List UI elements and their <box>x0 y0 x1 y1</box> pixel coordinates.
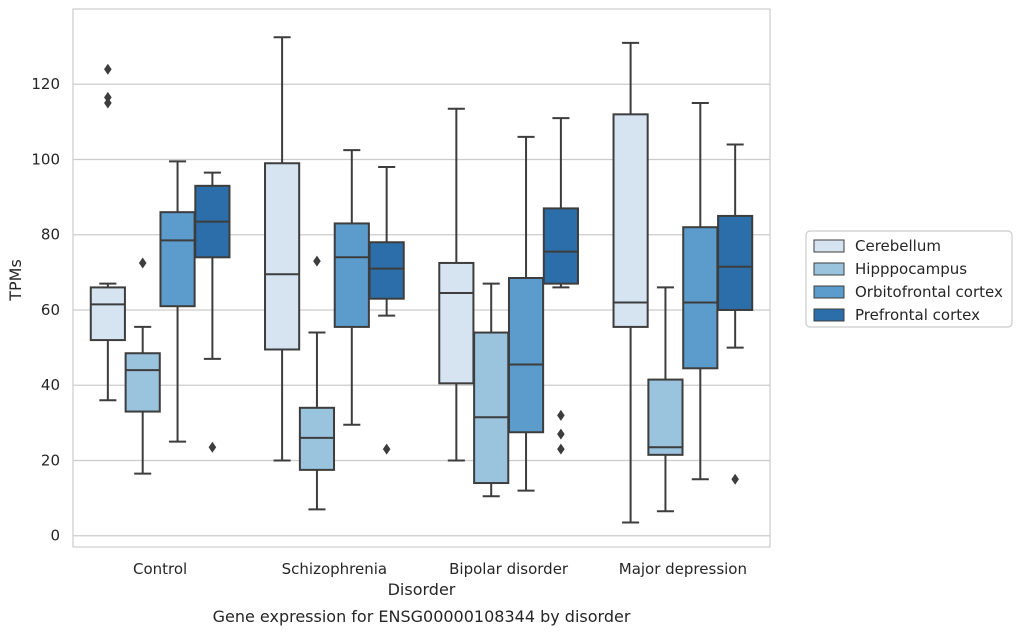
y-axis-label: TPMs <box>6 259 25 302</box>
box-1-3 <box>647 286 684 513</box>
box-3-0 <box>194 171 231 453</box>
legend-swatch <box>813 239 845 253</box>
outlier-point <box>731 473 739 485</box>
legend-label: Hipppocampus <box>855 260 967 278</box>
y-tick-label: 60 <box>41 301 60 319</box>
box-0-2 <box>438 107 475 462</box>
outlier-point <box>208 441 217 453</box>
outlier-point <box>557 409 565 421</box>
legend-label: Cerebellum <box>855 237 941 255</box>
legend: Cerebellum Hipppocampus Orbitofrontal cort… <box>805 230 1013 328</box>
outlier-point <box>382 443 391 455</box>
outlier-point <box>104 63 112 75</box>
legend-label: Prefrontal cortex <box>855 306 980 324</box>
box-0-0 <box>89 63 126 402</box>
x-tick-label: Major depression <box>619 560 747 578</box>
box-2-2 <box>507 135 545 492</box>
y-tick-label: 100 <box>31 150 60 168</box>
iqr-box <box>124 352 161 413</box>
legend-swatch <box>813 308 845 322</box>
x-tick-label: Schizophrenia <box>282 560 387 578</box>
outlier-point <box>138 257 147 269</box>
box-0-3 <box>612 41 649 524</box>
outlier-point <box>104 97 112 109</box>
y-ticks: 0 20 40 60 80 100 120 <box>31 75 60 544</box>
legend-swatch <box>813 262 845 276</box>
box-3-3 <box>717 143 754 485</box>
y-tick-label: 40 <box>41 376 60 394</box>
chart-caption: Gene expression for ENSG00000108344 by d… <box>213 607 631 626</box>
y-tick-label: 20 <box>41 451 60 469</box>
box-1-2 <box>473 282 510 498</box>
iqr-box <box>682 226 719 370</box>
boxes <box>89 36 754 524</box>
iqr-box <box>542 207 579 285</box>
box-0-1 <box>264 36 301 462</box>
legend-frame <box>805 230 1013 328</box>
iqr-box <box>333 222 370 328</box>
x-axis-label: Disorder <box>388 580 456 599</box>
y-tick-label: 0 <box>50 527 60 545</box>
legend-swatch <box>813 285 845 299</box>
box-2-3 <box>682 102 719 481</box>
x-ticks: Control Schizophrenia Bipolar disorder Majo… <box>133 560 747 578</box>
outlier-point <box>557 428 565 440</box>
iqr-box <box>612 113 649 328</box>
iqr-box <box>264 162 301 351</box>
iqr-box <box>368 241 405 300</box>
iqr-box <box>473 331 510 485</box>
box-3-2 <box>542 117 579 455</box>
outlier-point <box>104 91 112 103</box>
x-tick-label: Control <box>133 560 187 578</box>
iqr-box <box>647 378 684 456</box>
iqr-box <box>717 214 754 311</box>
iqr-box <box>507 277 545 434</box>
outlier-point <box>313 255 321 267</box>
iqr-box <box>89 286 126 342</box>
box-2-0 <box>159 160 196 443</box>
legend-label: Orbitofrontal cortex <box>855 283 1003 301</box>
iqr-box <box>438 261 475 385</box>
box-1-1 <box>298 255 336 511</box>
y-tick-label: 120 <box>31 75 60 93</box>
y-tick-label: 80 <box>41 226 60 244</box>
box-1-0 <box>124 257 161 475</box>
box-3-1 <box>368 166 405 455</box>
x-tick-label: Bipolar disorder <box>449 560 569 578</box>
outlier-point <box>557 443 565 455</box>
iqr-box <box>159 211 196 308</box>
